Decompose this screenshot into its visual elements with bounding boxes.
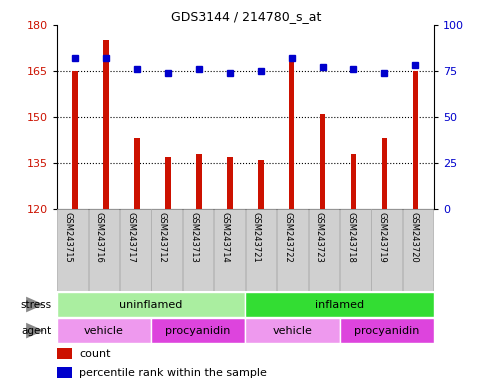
Bar [277,209,308,291]
Bar [151,318,245,343]
Bar [382,138,387,209]
Text: GSM243723: GSM243723 [315,212,324,263]
Text: vehicle: vehicle [273,326,313,336]
Text: vehicle: vehicle [84,326,124,336]
Text: GDS3144 / 214780_s_at: GDS3144 / 214780_s_at [171,10,322,23]
Bar [57,292,245,317]
Text: GSM243721: GSM243721 [252,212,261,263]
Text: GSM243713: GSM243713 [189,212,198,263]
Bar [309,209,339,291]
Text: procyanidin: procyanidin [354,326,420,336]
Bar [371,209,402,291]
Bar [57,209,88,291]
Text: inflamed: inflamed [315,300,364,310]
Bar [351,154,356,209]
Bar [227,157,233,209]
Bar [246,209,276,291]
Bar [165,157,171,209]
Bar [120,209,150,291]
Bar [89,209,119,291]
Bar [258,160,263,209]
Text: stress: stress [21,300,52,310]
Bar [151,209,182,291]
Text: GSM243716: GSM243716 [95,212,104,263]
Text: percentile rank within the sample: percentile rank within the sample [79,368,267,378]
Bar [413,71,418,209]
Bar [340,209,371,291]
Bar [183,209,213,291]
Bar [403,209,433,291]
Bar [320,114,325,209]
Polygon shape [26,323,44,338]
Text: GSM243715: GSM243715 [64,212,72,263]
Bar [57,367,72,378]
Bar [289,62,294,209]
Text: GSM243720: GSM243720 [409,212,418,263]
Text: GSM243714: GSM243714 [220,212,230,263]
Text: GSM243712: GSM243712 [158,212,167,263]
Bar [57,348,72,359]
Bar [196,154,202,209]
Bar [104,40,109,209]
Text: count: count [79,349,111,359]
Bar [134,138,140,209]
Bar [245,318,340,343]
Bar [214,209,245,291]
Bar [57,318,151,343]
Text: GSM243718: GSM243718 [346,212,355,263]
Text: procyanidin: procyanidin [166,326,231,336]
Bar [340,318,434,343]
Polygon shape [26,297,44,312]
Text: uninflamed: uninflamed [119,300,183,310]
Text: GSM243719: GSM243719 [378,212,387,263]
Text: agent: agent [22,326,52,336]
Bar [72,71,78,209]
Text: GSM243722: GSM243722 [283,212,292,263]
Text: GSM243717: GSM243717 [126,212,135,263]
Bar [245,292,434,317]
